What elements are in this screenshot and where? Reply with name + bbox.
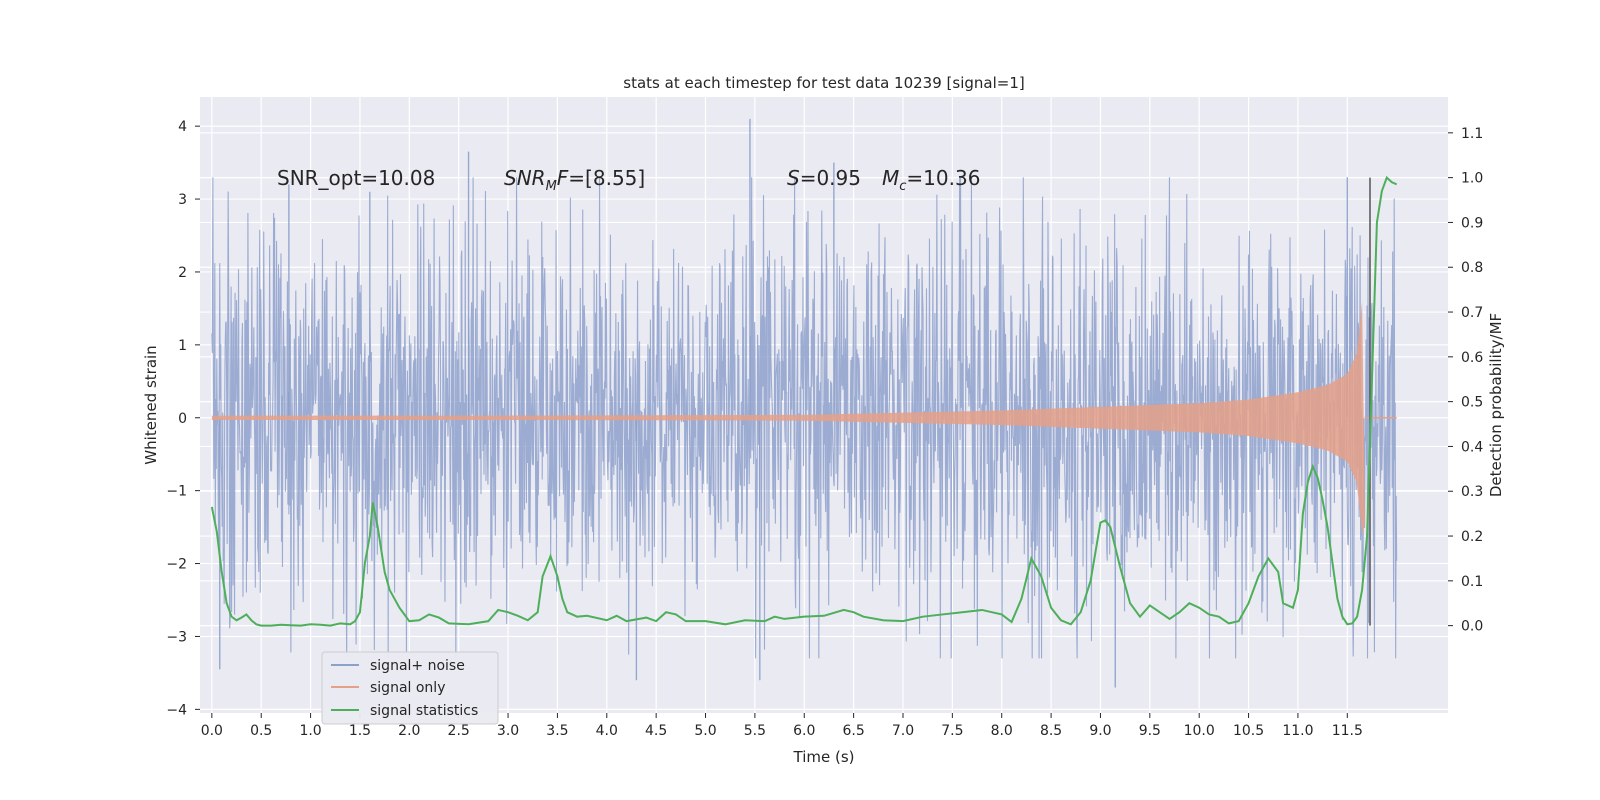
y-tick-label: −2	[166, 557, 187, 573]
y2-tick-label: 0.9	[1461, 215, 1483, 231]
x-tick-label: 9.5	[1139, 723, 1161, 739]
x-tick-label: 8.5	[1040, 723, 1062, 739]
y2-axis-label: Detection probability/MF	[1487, 313, 1505, 497]
x-tick-label: 11.5	[1332, 723, 1363, 739]
legend-label-signal-only: signal only	[370, 680, 445, 696]
x-tick-label: 0.5	[250, 723, 272, 739]
legend: signal+ noise signal only signal statist…	[321, 651, 499, 725]
chart-title: stats at each timestep for test data 102…	[623, 74, 1024, 92]
x-tick-label: 7.5	[941, 723, 963, 739]
x-tick-label: 5.0	[694, 723, 716, 739]
y2-tick-label: 0.6	[1461, 350, 1483, 366]
y-tick-label: 0	[178, 411, 187, 427]
x-tick-label: 8.0	[991, 723, 1013, 739]
y2-tick-label: 0.1	[1461, 574, 1483, 590]
y2-tick-label: 1.0	[1461, 171, 1483, 187]
x-tick-label: 4.5	[645, 723, 667, 739]
x-tick-label: 2.0	[398, 723, 420, 739]
x-tick-label: 3.5	[546, 723, 568, 739]
signal-statistics-series	[210, 175, 1398, 627]
annotation-snr-mf: SNRMF=[8.55]	[504, 166, 645, 194]
legend-label-signal-noise: signal+ noise	[370, 658, 465, 674]
x-tick-label: 5.5	[744, 723, 766, 739]
annotation-s: S=0.95	[787, 166, 861, 190]
signal-only-envelope	[211, 301, 1366, 535]
y2-tick-label: 0.2	[1461, 529, 1483, 545]
y-tick-label: 4	[178, 119, 187, 135]
x-tick-label: 10.5	[1233, 723, 1264, 739]
y-tick-label: 3	[178, 192, 187, 208]
y-tick-label: −3	[166, 629, 187, 645]
signal-noise-trace	[211, 177, 1398, 659]
legend-label-signal-statistics: signal statistics	[370, 703, 478, 719]
y2-tick-label: 0.0	[1461, 619, 1483, 635]
annotation-mc: Mc=10.36	[882, 166, 980, 194]
ticks: 0.0 0.5 1.0 1.5 2.0 2.5 3.0 3.5 4.0 4.5 5.0 5.5 6.0 6…	[166, 119, 1483, 739]
x-tick-label: 4.0	[596, 723, 618, 739]
x-tick-label: 1.5	[349, 723, 371, 739]
x-tick-label: 0.0	[201, 723, 223, 739]
y2-tick-label: 0.8	[1461, 260, 1483, 276]
y-tick-label: 1	[178, 338, 187, 354]
signal-noise-series	[211, 118, 1398, 688]
y-tick-label: −4	[166, 702, 187, 718]
x-tick-label: 1.0	[299, 723, 321, 739]
y-tick-label: 2	[178, 265, 187, 281]
y2-tick-label: 0.3	[1461, 484, 1483, 500]
y2-tick-label: 1.1	[1461, 126, 1483, 142]
x-tick-label: 9.0	[1089, 723, 1111, 739]
x-tick-label: 11.0	[1282, 723, 1313, 739]
y-tick-label: −1	[166, 484, 187, 500]
y2-tick-label: 0.7	[1461, 305, 1483, 321]
x-tick-label: 2.5	[448, 723, 470, 739]
y-axis-label: Whitened strain	[142, 345, 160, 464]
annotation-snr-opt: SNR_opt=10.08	[277, 166, 435, 190]
x-tick-label: 10.0	[1184, 723, 1215, 739]
x-tick-label: 6.5	[842, 723, 864, 739]
legend-box	[321, 651, 499, 725]
y2-tick-label: 0.4	[1461, 439, 1483, 455]
y2-tick-label: 0.5	[1461, 395, 1483, 411]
x-tick-label: 3.0	[497, 723, 519, 739]
x-tick-label: 7.0	[892, 723, 914, 739]
x-tick-label: 6.0	[793, 723, 815, 739]
signal-statistics-line	[210, 175, 1398, 627]
x-axis-label: Time (s)	[793, 748, 855, 766]
